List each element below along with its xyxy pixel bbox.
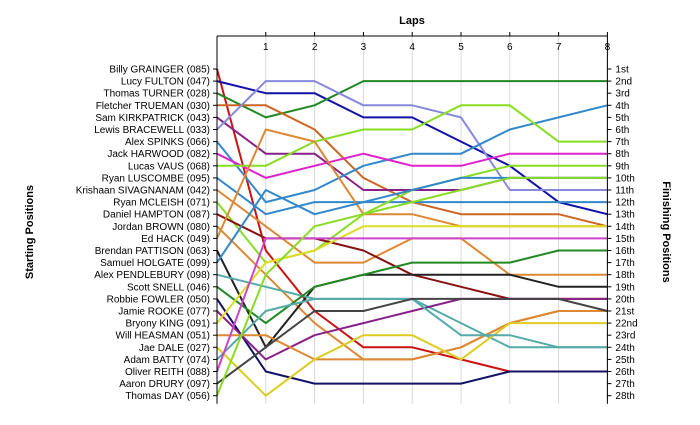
start-position-label: Fletcher TRUEMAN (030) — [96, 101, 210, 112]
finish-position-label: 18th — [615, 270, 634, 281]
start-position-label: Brendan PATTISON (063) — [95, 246, 210, 257]
series-line-16 — [216, 250, 608, 349]
x-tick-label-2: 2 — [312, 42, 318, 53]
series-line-27 — [216, 297, 608, 385]
finish-position-label: 11th — [615, 186, 634, 197]
finish-position-label: 2nd — [615, 77, 632, 88]
finish-position-label: 8th — [615, 149, 629, 160]
start-position-label: Will HEASMAN (051) — [116, 331, 210, 342]
series-line-24 — [216, 322, 608, 397]
finish-position-label: 26th — [615, 367, 634, 378]
start-position-label: Oliver REITH (088) — [125, 367, 210, 378]
start-position-label: Ryan LUSCOMBE (095) — [102, 173, 210, 184]
y-axis-title-left: Starting Positions — [24, 185, 36, 279]
finish-position-label: 27th — [615, 379, 634, 390]
x-tick-label-4: 4 — [409, 42, 415, 53]
finish-position-label: 28th — [615, 391, 634, 402]
series-line-9 — [217, 104, 608, 167]
finish-position-label: 1st — [615, 65, 629, 76]
x-tick-label-5: 5 — [458, 42, 464, 53]
finish-position-label: 7th — [615, 137, 629, 148]
series-line-19 — [216, 249, 608, 325]
finish-position-label: 24th — [615, 343, 634, 354]
finish-position-label: 19th — [615, 282, 634, 293]
finish-position-label: 13th — [615, 210, 634, 221]
finish-position-label: 20th — [615, 294, 634, 305]
chart-title: Laps — [399, 15, 425, 27]
finish-position-label: 10th — [615, 173, 634, 184]
y-axis-title-right: Finishing Positions — [660, 181, 672, 282]
start-position-label: Ed HACK (049) — [141, 234, 210, 245]
start-position-label: Jae DALE (027) — [139, 343, 210, 354]
finish-position-label: 22nd — [615, 319, 637, 330]
finish-position-label: 6th — [615, 125, 629, 136]
start-position-label: Alex PENDLEBURY (098) — [94, 270, 210, 281]
series-line-20 — [216, 298, 608, 385]
start-position-label: Bryony KING (091) — [126, 319, 210, 330]
finish-position-label: 3rd — [615, 89, 629, 100]
series-line-28 — [216, 176, 608, 397]
x-tick-label-8: 8 — [605, 42, 611, 53]
start-position-label: Adam BATTY (074) — [124, 355, 210, 366]
start-position-label: Billy GRAINGER (085) — [109, 65, 210, 76]
finish-position-label: 25th — [615, 355, 634, 366]
x-tick-label-7: 7 — [556, 42, 562, 53]
start-position-label: Ryan MCLEISH (071) — [113, 198, 210, 209]
start-position-label: Sam KIRKPATRICK (043) — [95, 113, 210, 124]
start-position-label: Jordan BROWN (080) — [112, 222, 210, 233]
start-position-label: Jamie ROOKE (077) — [118, 307, 210, 318]
start-position-label: Jack HARWOOD (082) — [107, 149, 210, 160]
series-line-8 — [216, 152, 608, 179]
finish-position-label: 15th — [615, 234, 634, 245]
start-position-label: Thomas TURNER (028) — [103, 89, 210, 100]
x-tick-label-3: 3 — [361, 42, 367, 53]
series-line-23 — [217, 310, 608, 361]
finish-position-label: 12th — [615, 198, 634, 209]
start-position-label: Lewis BRACEWELL (033) — [94, 125, 210, 136]
series-line-6 — [216, 80, 608, 191]
start-position-label: Lucas VAUS (068) — [128, 161, 210, 172]
finish-position-label: 23rd — [615, 331, 635, 342]
series-line-26 — [216, 237, 608, 372]
start-position-label: Lucy FULTON (047) — [121, 77, 210, 88]
finish-position-label: 17th — [615, 258, 634, 269]
start-position-label: Samuel HOLGATE (099) — [100, 258, 210, 269]
x-tick-label-6: 6 — [507, 42, 513, 53]
start-position-label: Robbie FOWLER (050) — [107, 294, 210, 305]
finish-position-label: 5th — [615, 113, 629, 124]
start-position-label: Alex SPINKS (066) — [125, 137, 210, 148]
finish-position-label: 9th — [615, 161, 629, 172]
finish-position-label: 4th — [615, 101, 629, 112]
finish-position-label: 16th — [615, 246, 634, 257]
start-position-label: Scott SNELL (046) — [127, 282, 210, 293]
finish-position-label: 21st — [615, 307, 634, 318]
start-position-label: Thomas DAY (056) — [125, 391, 210, 402]
start-position-label: Aaron DRURY (097) — [119, 379, 210, 390]
finish-position-label: 14th — [615, 222, 634, 233]
x-tick-label-1: 1 — [263, 42, 269, 53]
start-position-label: Krishaan SIVAGNANAM (042) — [76, 186, 210, 197]
start-position-label: Daniel HAMPTON (087) — [103, 210, 210, 221]
